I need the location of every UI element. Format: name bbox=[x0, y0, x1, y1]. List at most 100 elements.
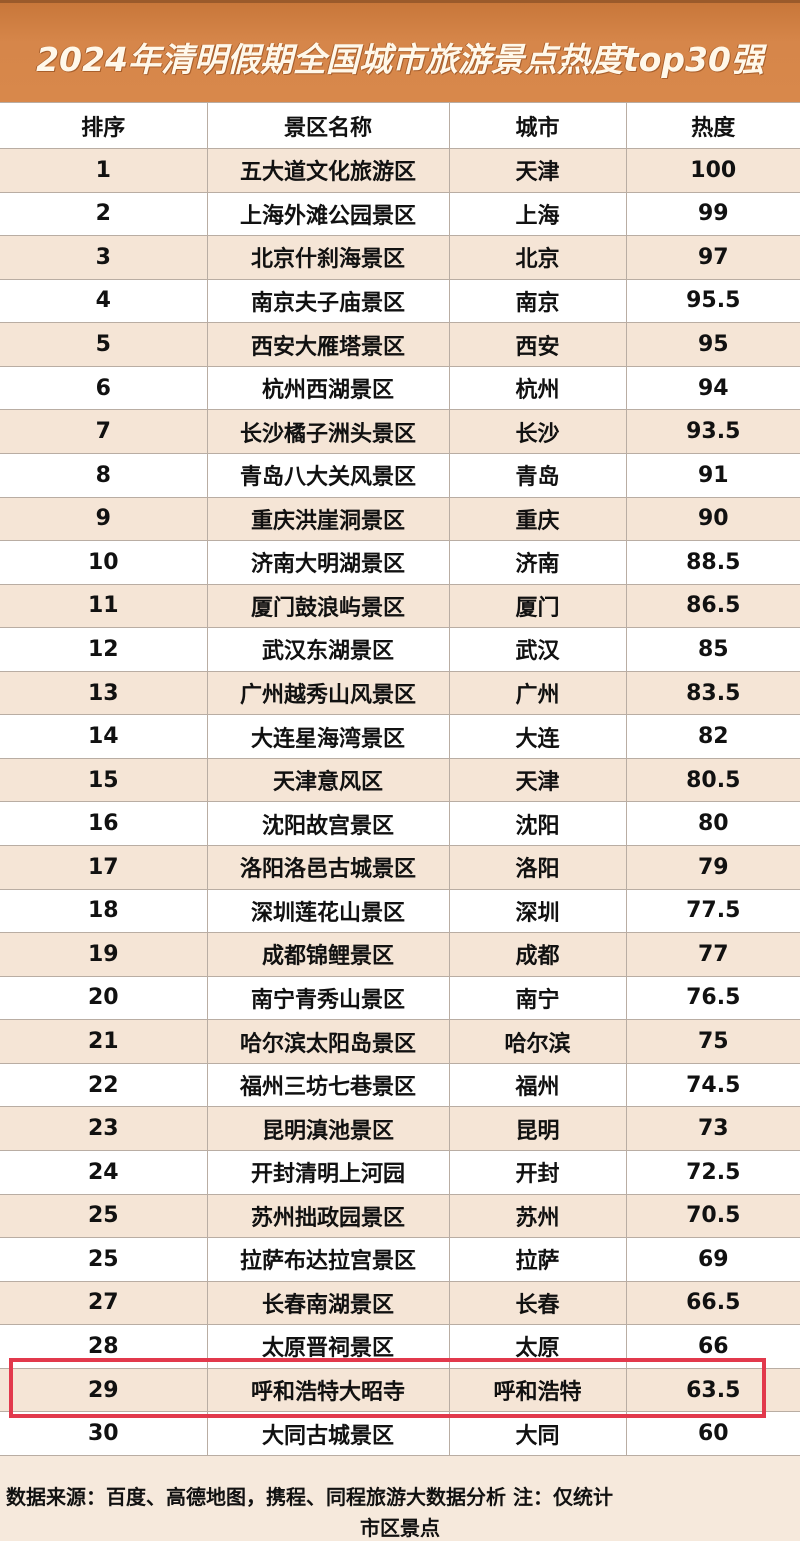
cell-heat: 95 bbox=[625, 322, 800, 367]
cell-scenic-name: 武汉东湖景区 bbox=[206, 627, 450, 672]
cell-city: 杭州 bbox=[448, 365, 627, 411]
cell-city: 长沙 bbox=[448, 409, 627, 454]
cell-scenic-name: 成都锦鲤景区 bbox=[206, 932, 450, 977]
cell-heat: 91 bbox=[625, 452, 800, 498]
header-heat: 热度 bbox=[625, 102, 800, 149]
cell-rank: 29 bbox=[0, 1367, 208, 1413]
cell-scenic-name: 深圳莲花山景区 bbox=[206, 888, 450, 934]
highlight-box bbox=[9, 1358, 766, 1418]
cell-scenic-name: 呼和浩特大昭寺 bbox=[206, 1367, 450, 1413]
table-row: 25 苏州拙政园景区 苏州 70.5 bbox=[0, 1193, 800, 1239]
cell-heat: 73 bbox=[625, 1106, 800, 1151]
cell-heat: 70.5 bbox=[625, 1193, 800, 1239]
cell-city: 长春 bbox=[448, 1280, 627, 1326]
table-row: 19 成都锦鲤景区 成都 77 bbox=[0, 932, 800, 977]
cell-rank: 7 bbox=[0, 409, 208, 454]
cell-rank: 14 bbox=[0, 714, 208, 759]
cell-heat: 99 bbox=[625, 191, 800, 237]
cell-city: 南宁 bbox=[448, 975, 627, 1021]
ranking-table: 排序 景区名称 城市 热度 1 五大道文化旅游区 天津 100 2 上海外滩公园景区 上海 9… bbox=[0, 102, 800, 1456]
footer-source-line2: 市区景点 bbox=[360, 1516, 440, 1540]
cell-scenic-name: 苏州拙政园景区 bbox=[206, 1193, 450, 1239]
table-row: 16 沈阳故宫景区 沈阳 80 bbox=[0, 801, 800, 846]
cell-scenic-name: 开封清明上河园 bbox=[206, 1149, 450, 1195]
cell-rank: 18 bbox=[0, 888, 208, 934]
cell-city: 天津 bbox=[448, 148, 627, 193]
cell-rank: 20 bbox=[0, 975, 208, 1021]
cell-scenic-name: 长春南湖景区 bbox=[206, 1280, 450, 1326]
table-row: 23 昆明滇池景区 昆明 73 bbox=[0, 1106, 800, 1151]
cell-city: 广州 bbox=[448, 670, 627, 716]
cell-city: 呼和浩特 bbox=[448, 1367, 627, 1413]
table-row: 14 大连星海湾景区 大连 82 bbox=[0, 714, 800, 759]
table-row: 27 长春南湖景区 长春 66.5 bbox=[0, 1280, 800, 1326]
table-row: 21 哈尔滨太阳岛景区 哈尔滨 75 bbox=[0, 1019, 800, 1064]
cell-rank: 15 bbox=[0, 757, 208, 803]
cell-city: 苏州 bbox=[448, 1193, 627, 1239]
cell-heat: 77 bbox=[625, 932, 800, 977]
cell-rank: 25 bbox=[0, 1237, 208, 1282]
cell-heat: 100 bbox=[625, 148, 800, 193]
cell-heat: 94 bbox=[625, 365, 800, 411]
cell-rank: 27 bbox=[0, 1280, 208, 1326]
table-row: 30 大同古城景区 大同 60 bbox=[0, 1411, 800, 1456]
cell-city: 沈阳 bbox=[448, 801, 627, 846]
cell-city: 重庆 bbox=[448, 496, 627, 542]
table-row: 8 青岛八大关风景区 青岛 91 bbox=[0, 452, 800, 498]
cell-scenic-name: 沈阳故宫景区 bbox=[206, 801, 450, 846]
cell-scenic-name: 福州三坊七巷景区 bbox=[206, 1062, 450, 1108]
table-row: 10 济南大明湖景区 济南 88.5 bbox=[0, 540, 800, 585]
table-row: 22 福州三坊七巷景区 福州 74.5 bbox=[0, 1062, 800, 1108]
cell-city: 开封 bbox=[448, 1149, 627, 1195]
cell-heat: 80 bbox=[625, 801, 800, 846]
cell-rank: 5 bbox=[0, 322, 208, 367]
page-title: 2024年清明假期全国城市旅游景点热度top30强 bbox=[36, 40, 764, 79]
table-row: 5 西安大雁塔景区 西安 95 bbox=[0, 322, 800, 367]
cell-heat: 75 bbox=[625, 1019, 800, 1064]
cell-heat: 79 bbox=[625, 845, 800, 890]
cell-rank: 9 bbox=[0, 496, 208, 542]
cell-city: 洛阳 bbox=[448, 845, 627, 890]
cell-city: 拉萨 bbox=[448, 1237, 627, 1282]
table-header-row: 排序 景区名称 城市 热度 bbox=[0, 102, 800, 149]
cell-scenic-name: 西安大雁塔景区 bbox=[206, 322, 450, 367]
cell-city: 深圳 bbox=[448, 888, 627, 934]
cell-city: 昆明 bbox=[448, 1106, 627, 1151]
cell-city: 福州 bbox=[448, 1062, 627, 1108]
table-row: 3 北京什刹海景区 北京 97 bbox=[0, 235, 800, 280]
footer-source: 数据来源：百度、高德地图，携程、同程旅游大数据分析 注：仅统计 bbox=[6, 1485, 613, 1509]
cell-scenic-name: 杭州西湖景区 bbox=[206, 365, 450, 411]
table-row: 24 开封清明上河园 开封 72.5 bbox=[0, 1149, 800, 1195]
cell-heat: 83.5 bbox=[625, 670, 800, 716]
table-row: 18 深圳莲花山景区 深圳 77.5 bbox=[0, 888, 800, 934]
cell-scenic-name: 拉萨布达拉宫景区 bbox=[206, 1237, 450, 1282]
header-city: 城市 bbox=[448, 102, 627, 149]
cell-heat: 90 bbox=[625, 496, 800, 542]
cell-scenic-name: 济南大明湖景区 bbox=[206, 540, 450, 585]
table-row: 4 南京夫子庙景区 南京 95.5 bbox=[0, 278, 800, 324]
table-row: 6 杭州西湖景区 杭州 94 bbox=[0, 365, 800, 411]
table-row: 20 南宁青秀山景区 南宁 76.5 bbox=[0, 975, 800, 1021]
cell-city: 上海 bbox=[448, 191, 627, 237]
table-row: 2 上海外滩公园景区 上海 99 bbox=[0, 191, 800, 237]
cell-scenic-name: 哈尔滨太阳岛景区 bbox=[206, 1019, 450, 1064]
table-row: 12 武汉东湖景区 武汉 85 bbox=[0, 627, 800, 672]
cell-heat: 86.5 bbox=[625, 583, 800, 629]
cell-city: 北京 bbox=[448, 235, 627, 280]
cell-scenic-name: 长沙橘子洲头景区 bbox=[206, 409, 450, 454]
table-row: 17 洛阳洛邑古城景区 洛阳 79 bbox=[0, 845, 800, 890]
cell-heat: 97 bbox=[625, 235, 800, 280]
cell-city: 天津 bbox=[448, 757, 627, 803]
table-row: 11 厦门鼓浪屿景区 厦门 86.5 bbox=[0, 583, 800, 629]
cell-scenic-name: 南宁青秀山景区 bbox=[206, 975, 450, 1021]
cell-city: 大同 bbox=[448, 1411, 627, 1456]
table-row: 7 长沙橘子洲头景区 长沙 93.5 bbox=[0, 409, 800, 454]
cell-rank: 16 bbox=[0, 801, 208, 846]
cell-rank: 28 bbox=[0, 1324, 208, 1369]
cell-scenic-name: 五大道文化旅游区 bbox=[206, 148, 450, 193]
cell-rank: 22 bbox=[0, 1062, 208, 1108]
cell-city: 南京 bbox=[448, 278, 627, 324]
table-row: 1 五大道文化旅游区 天津 100 bbox=[0, 148, 800, 193]
cell-rank: 13 bbox=[0, 670, 208, 716]
cell-heat: 85 bbox=[625, 627, 800, 672]
